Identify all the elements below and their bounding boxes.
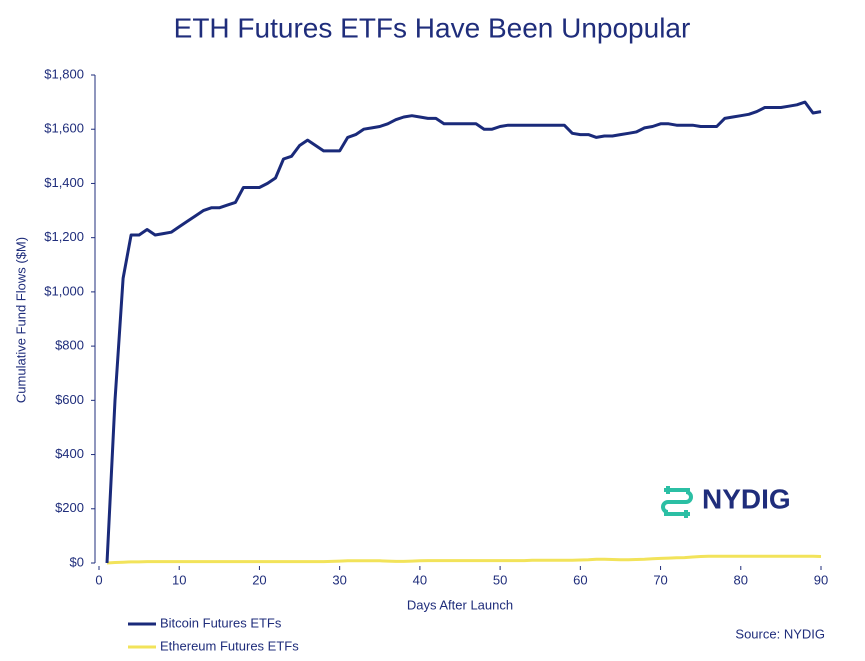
x-tick-label: 60 xyxy=(573,572,587,587)
y-tick-label: $1,400 xyxy=(44,175,84,190)
x-tick-label: 40 xyxy=(413,572,427,587)
x-tick-label: 70 xyxy=(653,572,667,587)
y-tick-label: $400 xyxy=(55,446,84,461)
logo: NYDIG xyxy=(661,483,791,518)
series-line xyxy=(106,554,822,565)
x-tick-label: 50 xyxy=(493,572,507,587)
y-tick-label: $800 xyxy=(55,338,84,353)
legend-label: Ethereum Futures ETFs xyxy=(160,638,299,653)
x-tick-label: 0 xyxy=(95,572,102,587)
chart-title: ETH Futures ETFs Have Been Unpopular xyxy=(174,12,691,43)
y-tick-label: $1,600 xyxy=(44,121,84,136)
x-tick-label: 10 xyxy=(172,572,186,587)
x-tick-label: 20 xyxy=(252,572,266,587)
logo-icon xyxy=(661,486,693,518)
x-tick-label: 90 xyxy=(814,572,828,587)
source: Source: NYDIG xyxy=(735,626,825,641)
legend-label: Bitcoin Futures ETFs xyxy=(160,615,282,630)
y-tick-label: $1,800 xyxy=(44,66,84,81)
x-tick-label: 30 xyxy=(332,572,346,587)
series-line xyxy=(105,100,822,564)
y-tick-label: $200 xyxy=(55,500,84,515)
y-tick-label: $0 xyxy=(70,554,84,569)
y-tick-label: $600 xyxy=(55,392,84,407)
logo-text: NYDIG xyxy=(702,483,791,514)
y-axis-label: Cumulative Fund Flows ($M) xyxy=(13,237,28,403)
x-tick-label: 80 xyxy=(734,572,748,587)
y-tick-label: $1,000 xyxy=(44,283,84,298)
y-tick-label: $1,200 xyxy=(44,229,84,244)
x-axis-label: Days After Launch xyxy=(407,597,513,612)
